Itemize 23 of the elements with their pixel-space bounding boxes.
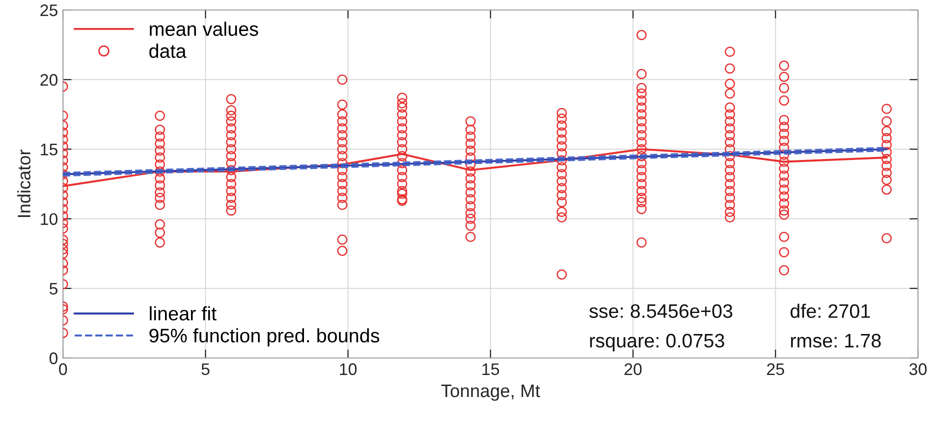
annotation: rsquare: 0.0753: [590, 334, 724, 352]
legend-label: mean values: [150, 22, 258, 36]
x-axis-title: Tonnage, Mt: [441, 384, 540, 401]
y-axis-title: Indicator: [17, 150, 30, 217]
x-tick-label: 10: [340, 363, 357, 376]
annotation: dfe: 2701: [790, 304, 870, 318]
y-tick-label: 0: [50, 352, 58, 364]
y-tick-label: 5: [50, 282, 58, 295]
x-tick-label: 25: [767, 363, 784, 376]
x-tick-label: 15: [482, 363, 500, 376]
legend-label: linear fit: [150, 306, 216, 320]
y-tick-label: 15: [40, 144, 58, 156]
x-tick-label: 0: [59, 363, 67, 376]
x-tick-label: 5: [202, 363, 210, 376]
y-tick-label: 10: [40, 213, 58, 226]
annotation: sse: 8.5456e+03: [589, 304, 732, 318]
x-tick-label: 20: [624, 363, 642, 376]
legend-label: 95% function pred. bounds: [149, 328, 380, 346]
legend-label: data: [149, 44, 186, 58]
y-tick-label: 25: [40, 4, 58, 16]
x-tick-label: 30: [909, 363, 927, 376]
annotation: rmse: 1.78: [791, 334, 881, 348]
y-tick-label: 20: [40, 74, 58, 86]
